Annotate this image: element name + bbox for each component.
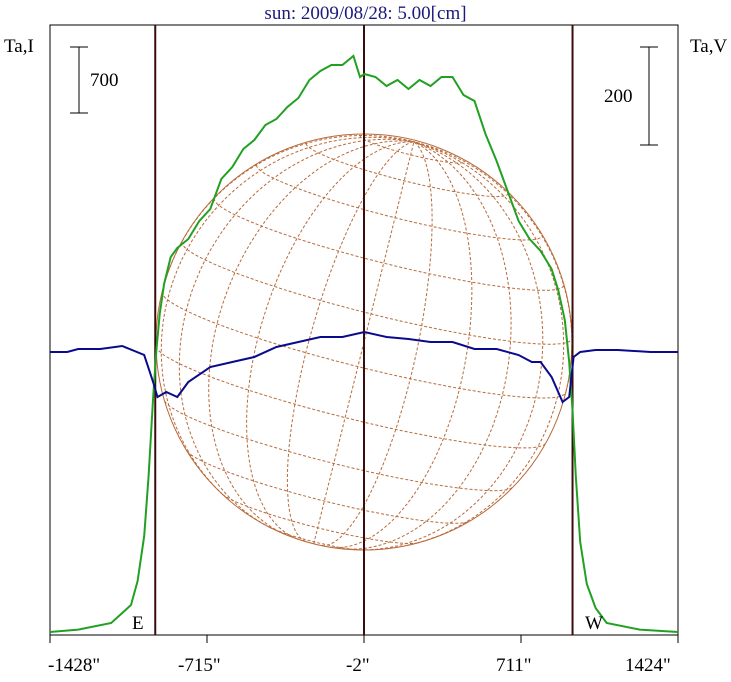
chart-title: sun: 2009/08/28: 5.00[cm] (264, 3, 467, 24)
latitude-line (181, 241, 573, 345)
left-axis-label: Ta,I (4, 36, 34, 57)
x-tick-label: 1424" (625, 655, 671, 676)
left-scale-bar-label: 700 (90, 70, 119, 91)
latitude-line (213, 198, 565, 291)
x-tick-label: 711" (496, 655, 532, 676)
stokes-v-profile-line (50, 330, 678, 404)
latitude-line (305, 143, 509, 197)
longitude-line (407, 141, 565, 546)
longitude-line (313, 141, 415, 544)
longitude-line (329, 141, 473, 549)
latitude-line (186, 450, 470, 524)
longitude-line (413, 141, 573, 393)
longitude-line (343, 141, 512, 550)
longitude-line (161, 134, 415, 292)
longitude-line (286, 141, 415, 542)
longitude-line (160, 136, 414, 502)
stokes-i-profile-line (49, 54, 679, 633)
longitude-line (246, 141, 414, 540)
longitude-line (208, 140, 414, 535)
longitude-line (321, 141, 433, 547)
right-scale-bar-label: 200 (604, 86, 633, 107)
x-tick-label: -1428" (48, 655, 101, 676)
x-tick-label: -715" (178, 655, 221, 676)
latitude-line (155, 346, 546, 449)
east-limb-label: E (132, 613, 144, 634)
x-tick-label: -2" (346, 655, 370, 676)
longitude-line (360, 141, 544, 551)
longitude-line (178, 138, 414, 528)
west-limb-label: W (585, 613, 603, 634)
right-axis-label: Ta,V (690, 36, 728, 57)
